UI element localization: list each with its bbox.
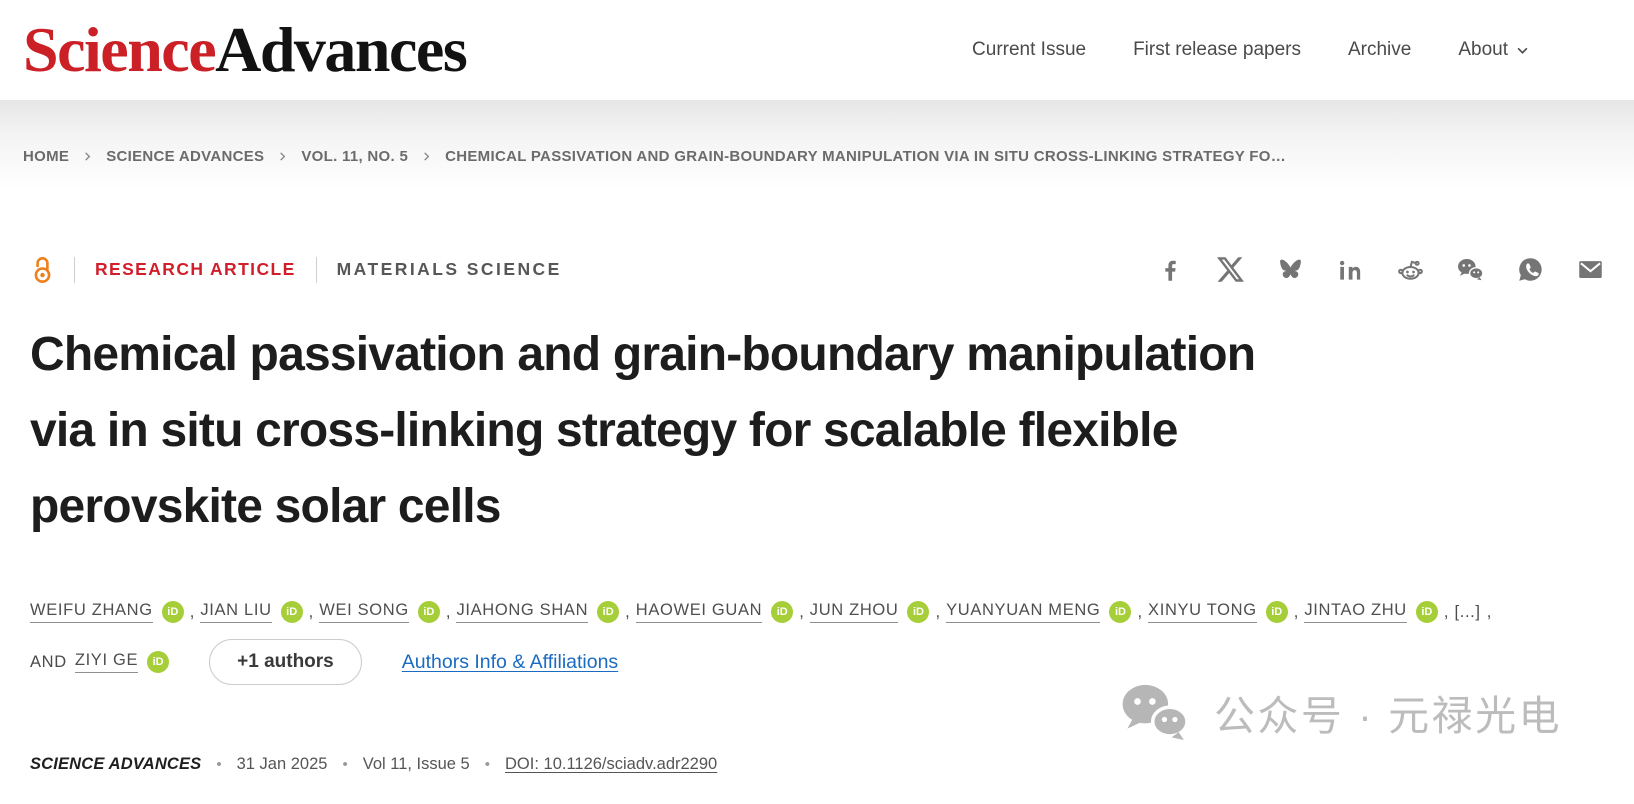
orcid-icon[interactable]: iD bbox=[907, 601, 930, 623]
author: JIAHONG SHAN iD bbox=[456, 601, 629, 623]
reddit-icon bbox=[1398, 260, 1423, 280]
author-name-link[interactable]: WEIFU ZHANG bbox=[30, 601, 153, 623]
title-line: perovskite solar cells bbox=[30, 480, 501, 533]
author: HAOWEI GUAN iD bbox=[635, 601, 804, 623]
author: JIAN LIU iD bbox=[200, 601, 313, 623]
authors-truncation: [...] bbox=[1454, 603, 1491, 622]
chevron-right-icon bbox=[280, 151, 286, 161]
breadcrumb-volume[interactable]: VOL. 11, NO. 5 bbox=[301, 147, 409, 165]
authors-block: WEIFU ZHANG iD JIAN LIU iD WEI SONG iD J… bbox=[30, 601, 1604, 685]
author: JINTAO ZHU iD bbox=[1304, 601, 1448, 623]
orcid-icon[interactable]: iD bbox=[1109, 601, 1132, 623]
doi-link[interactable]: DOI: 10.1126/sciadv.adr2290 bbox=[505, 755, 718, 773]
author-name-link[interactable]: JIAN LIU bbox=[200, 601, 272, 623]
breadcrumb-journal[interactable]: SCIENCE ADVANCES bbox=[106, 147, 265, 165]
site-header: ScienceAdvances Current Issue First rele… bbox=[0, 0, 1634, 100]
share-reddit-button[interactable] bbox=[1397, 256, 1424, 283]
orcid-icon[interactable]: iD bbox=[280, 601, 303, 623]
orcid-icon[interactable]: iD bbox=[1265, 601, 1288, 623]
author: YUANYUAN MENG iD bbox=[946, 601, 1142, 623]
wechat-icon bbox=[1120, 682, 1190, 742]
chevron-down-icon bbox=[1517, 47, 1528, 54]
author-name-link[interactable]: JUN ZHOU bbox=[809, 601, 899, 623]
chevron-right-icon bbox=[85, 151, 91, 161]
author-name-link[interactable]: ZIYI GE bbox=[74, 651, 139, 673]
wechat-icon bbox=[1457, 256, 1484, 283]
share-linkedin-button[interactable] bbox=[1337, 256, 1364, 283]
dot-separator: • bbox=[216, 756, 222, 773]
nav-current-issue[interactable]: Current Issue bbox=[972, 39, 1087, 60]
dot-separator: • bbox=[484, 756, 491, 773]
more-authors-button[interactable]: +1 authors bbox=[209, 639, 362, 685]
open-access-icon bbox=[34, 257, 51, 283]
main-nav: Current Issue First release papers Archi… bbox=[972, 39, 1530, 61]
email-icon bbox=[1579, 261, 1602, 278]
author: WEI SONG iD bbox=[319, 601, 450, 623]
publication-date: 31 Jan 2025 bbox=[236, 755, 328, 773]
author-name-link[interactable]: XINYU TONG bbox=[1148, 601, 1257, 623]
volume-issue: Vol 11, Issue 5 bbox=[362, 755, 470, 773]
article-type-group: RESEARCH ARTICLE MATERIALS SCIENCE bbox=[30, 254, 562, 285]
journal-logo[interactable]: ScienceAdvances bbox=[23, 18, 468, 82]
orcid-icon[interactable]: iD bbox=[771, 601, 794, 623]
whatsapp-icon bbox=[1519, 258, 1542, 281]
article-header-main: RESEARCH ARTICLE MATERIALS SCIENCE bbox=[0, 254, 1634, 774]
authors-row-2: AND ZIYI GE iD +1 authors Authors Info &… bbox=[30, 639, 1604, 685]
logo-science: Science bbox=[23, 14, 217, 85]
journal-name: SCIENCE ADVANCES bbox=[30, 755, 202, 773]
author: JUN ZHOU iD bbox=[809, 601, 940, 623]
article-category-label[interactable]: MATERIALS SCIENCE bbox=[336, 259, 562, 279]
watermark-text: 公众号 · 元禄光电 bbox=[1213, 693, 1562, 739]
share-email-button[interactable] bbox=[1577, 256, 1604, 283]
breadcrumb-band: HOME SCIENCE ADVANCES VOL. 11, NO. 5 CHE… bbox=[0, 100, 1634, 190]
divider bbox=[74, 256, 75, 283]
author-list: WEIFU ZHANG iD JIAN LIU iD WEI SONG iD J… bbox=[30, 601, 1604, 623]
nav-about[interactable]: About bbox=[1458, 39, 1530, 61]
share-toolbar bbox=[1157, 256, 1604, 283]
author-name-link[interactable]: HAOWEI GUAN bbox=[635, 601, 763, 623]
authors-info-link[interactable]: Authors Info & Affiliations bbox=[401, 650, 619, 673]
share-bluesky-button[interactable] bbox=[1277, 256, 1304, 283]
title-line: via in situ cross-linking strategy for s… bbox=[30, 404, 1178, 457]
article-meta-row: RESEARCH ARTICLE MATERIALS SCIENCE bbox=[30, 254, 1604, 285]
author: ZIYI GE iD bbox=[74, 651, 170, 673]
logo-advances: Advances bbox=[215, 14, 468, 85]
breadcrumb-current-article: CHEMICAL PASSIVATION AND GRAIN-BOUNDARY … bbox=[445, 147, 1287, 165]
share-facebook-button[interactable] bbox=[1157, 256, 1184, 283]
nav-first-release-papers[interactable]: First release papers bbox=[1133, 39, 1301, 60]
and-label: AND bbox=[30, 652, 67, 671]
linkedin-icon bbox=[1339, 260, 1361, 280]
orcid-icon[interactable]: iD bbox=[147, 651, 170, 673]
author-name-link[interactable]: YUANYUAN MENG bbox=[946, 601, 1101, 623]
dot-separator: • bbox=[342, 756, 348, 773]
share-x-button[interactable] bbox=[1217, 256, 1244, 283]
breadcrumb-home[interactable]: HOME bbox=[23, 147, 70, 165]
publication-meta: SCIENCE ADVANCES • 31 Jan 2025 • Vol 11,… bbox=[30, 755, 1604, 774]
x-twitter-icon bbox=[1217, 257, 1244, 282]
author-name-link[interactable]: JINTAO ZHU bbox=[1304, 601, 1407, 623]
title-line: Chemical passivation and grain-boundary … bbox=[30, 328, 1256, 381]
author: XINYU TONG iD bbox=[1148, 601, 1298, 623]
share-whatsapp-button[interactable] bbox=[1517, 256, 1544, 283]
divider bbox=[315, 256, 317, 283]
bluesky-butterfly-icon bbox=[1280, 259, 1301, 279]
author: WEIFU ZHANG iD bbox=[30, 601, 194, 623]
article-type-label[interactable]: RESEARCH ARTICLE bbox=[95, 259, 296, 279]
nav-archive[interactable]: Archive bbox=[1347, 39, 1412, 60]
orcid-icon[interactable]: iD bbox=[597, 601, 620, 623]
share-wechat-button[interactable] bbox=[1457, 256, 1484, 283]
orcid-icon[interactable]: iD bbox=[1415, 601, 1438, 623]
orcid-icon[interactable]: iD bbox=[161, 601, 184, 623]
author-name-link[interactable]: JIAHONG SHAN bbox=[456, 601, 589, 623]
breadcrumb: HOME SCIENCE ADVANCES VOL. 11, NO. 5 CHE… bbox=[23, 148, 1306, 165]
orcid-icon[interactable]: iD bbox=[417, 601, 440, 623]
chevron-right-icon bbox=[424, 151, 430, 161]
article-title: Chemical passivation and grain-boundary … bbox=[30, 317, 1604, 545]
author-name-link[interactable]: WEI SONG bbox=[319, 601, 409, 623]
watermark: 公众号 · 元禄光电 bbox=[1120, 682, 1562, 742]
facebook-icon bbox=[1165, 260, 1176, 281]
